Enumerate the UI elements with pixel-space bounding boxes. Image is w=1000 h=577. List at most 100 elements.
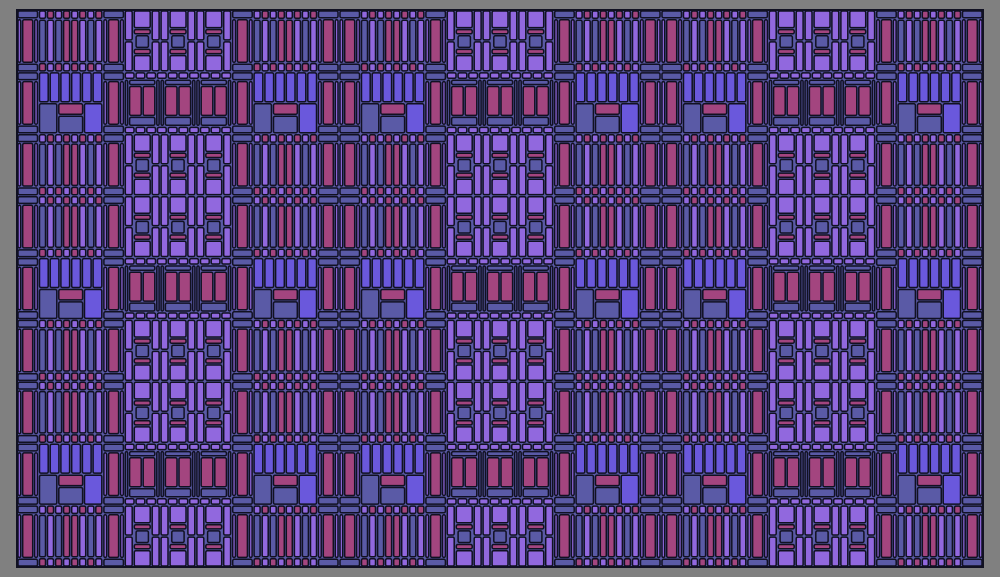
- mosaic-tile: [747, 72, 769, 81]
- mosaic-tile: [133, 523, 151, 530]
- mosaic-tile: [739, 381, 747, 391]
- mosaic-tile: [599, 328, 608, 372]
- mosaic-tile: [618, 257, 629, 289]
- mosaic-tile: [309, 134, 318, 143]
- mosaic-tile: [425, 18, 430, 64]
- mosaic-tile: [840, 319, 849, 351]
- mosaic-tile: [510, 443, 522, 451]
- mosaic-tile: [236, 204, 249, 249]
- mosaic-tile: [623, 434, 632, 443]
- mosaic-tile: [840, 41, 849, 72]
- mosaic-tile: [33, 204, 39, 249]
- mosaic-tile: [285, 10, 294, 20]
- mosaic-tile: [231, 257, 253, 267]
- mosaic-tile: [813, 543, 831, 550]
- mosaic-tile: [929, 434, 938, 443]
- mosaic-tile: [623, 10, 632, 20]
- mosaic-tile: [528, 530, 543, 544]
- mosaic-tile: [722, 328, 731, 372]
- mosaic-tile: [46, 248, 55, 258]
- mosaic-tile: [966, 452, 979, 497]
- mosaic-tile: [277, 62, 286, 72]
- mosaic-tile: [849, 319, 867, 338]
- mosaic-tile: [409, 10, 417, 20]
- mosaic-tile: [849, 152, 867, 159]
- mosaic-tile: [87, 381, 95, 391]
- mosaic-tile: [808, 271, 822, 302]
- mosaic-tile: [850, 406, 865, 420]
- mosaic-tile: [21, 204, 34, 249]
- mosaic-tile: [124, 41, 133, 72]
- mosaic-tile: [714, 319, 723, 329]
- mosaic-tile: [631, 186, 640, 196]
- mosaic-tile: [119, 452, 125, 497]
- mosaic-tile: [227, 79, 232, 127]
- mosaic-tile: [528, 220, 543, 234]
- mosaic-tile: [17, 434, 39, 444]
- mosaic-tile: [78, 19, 87, 63]
- mosaic-tile: [661, 125, 683, 134]
- mosaic-tile: [491, 54, 509, 72]
- mosaic-tile: [731, 143, 739, 187]
- mosaic-tile: [450, 457, 464, 488]
- mosaic-tile: [205, 48, 223, 55]
- mosaic-tile: [929, 505, 938, 515]
- mosaic-tile: [425, 63, 447, 72]
- mosaic-tile: [575, 195, 583, 205]
- mosaic-tile: [698, 195, 707, 205]
- mosaic-tile: [527, 214, 545, 221]
- mosaic-tile: [528, 344, 543, 358]
- mosaic-tile: [21, 328, 34, 373]
- mosaic-tile: [376, 248, 385, 258]
- mosaic-tile: [521, 312, 532, 320]
- mosaic-tile: [21, 266, 34, 311]
- mosaic-tile: [500, 126, 511, 134]
- mosaic-tile: [913, 381, 921, 391]
- mosaic-tile: [518, 319, 527, 351]
- mosaic-tile: [693, 72, 704, 103]
- mosaic-tile: [103, 63, 125, 72]
- mosaic-tile: [17, 319, 39, 328]
- mosaic-tile: [854, 126, 865, 134]
- mosaic-tile: [690, 143, 699, 187]
- mosaic-tile: [528, 35, 543, 49]
- mosaic-tile: [384, 19, 393, 63]
- mosaic-tile: [706, 381, 715, 391]
- mosaic-tile: [682, 443, 693, 474]
- mosaic-tile: [575, 443, 586, 474]
- mosaic-tile: [751, 204, 764, 249]
- mosaic-tile: [518, 10, 527, 41]
- mosaic-tile: [682, 134, 691, 143]
- mosaic-tile: [206, 220, 221, 234]
- mosaic-tile: [739, 143, 747, 187]
- mosaic-tile: [78, 205, 87, 248]
- mosaic-tile: [317, 372, 339, 382]
- mosaic-tile: [813, 178, 831, 196]
- mosaic-tile: [661, 63, 683, 72]
- mosaic-tile: [417, 195, 425, 205]
- mosaic-tile: [376, 381, 385, 391]
- mosaic-tile: [768, 79, 773, 127]
- mosaic-tile: [607, 19, 616, 63]
- mosaic-tile: [468, 497, 479, 505]
- mosaic-tile: [905, 10, 913, 20]
- mosaic-tile: [491, 523, 509, 530]
- mosaic-tile: [200, 79, 228, 86]
- mosaic-tile: [722, 514, 731, 558]
- mosaic-tile: [253, 434, 261, 443]
- mosaic-tile: [261, 134, 269, 143]
- mosaic-tile: [343, 452, 356, 497]
- mosaic-tile: [486, 116, 514, 127]
- mosaic-tile: [623, 328, 632, 372]
- mosaic-tile: [639, 328, 644, 373]
- mosaic-tile: [850, 35, 865, 49]
- mosaic-tile: [768, 536, 777, 567]
- mosaic-tile: [751, 452, 764, 497]
- mosaic-tile: [591, 62, 599, 72]
- mosaic-tile: [714, 443, 726, 474]
- mosaic-tile: [425, 72, 447, 81]
- mosaic-tile: [607, 434, 616, 443]
- mosaic-tile: [360, 505, 369, 515]
- mosaic-tile: [293, 557, 302, 567]
- mosaic-tile: [500, 85, 514, 117]
